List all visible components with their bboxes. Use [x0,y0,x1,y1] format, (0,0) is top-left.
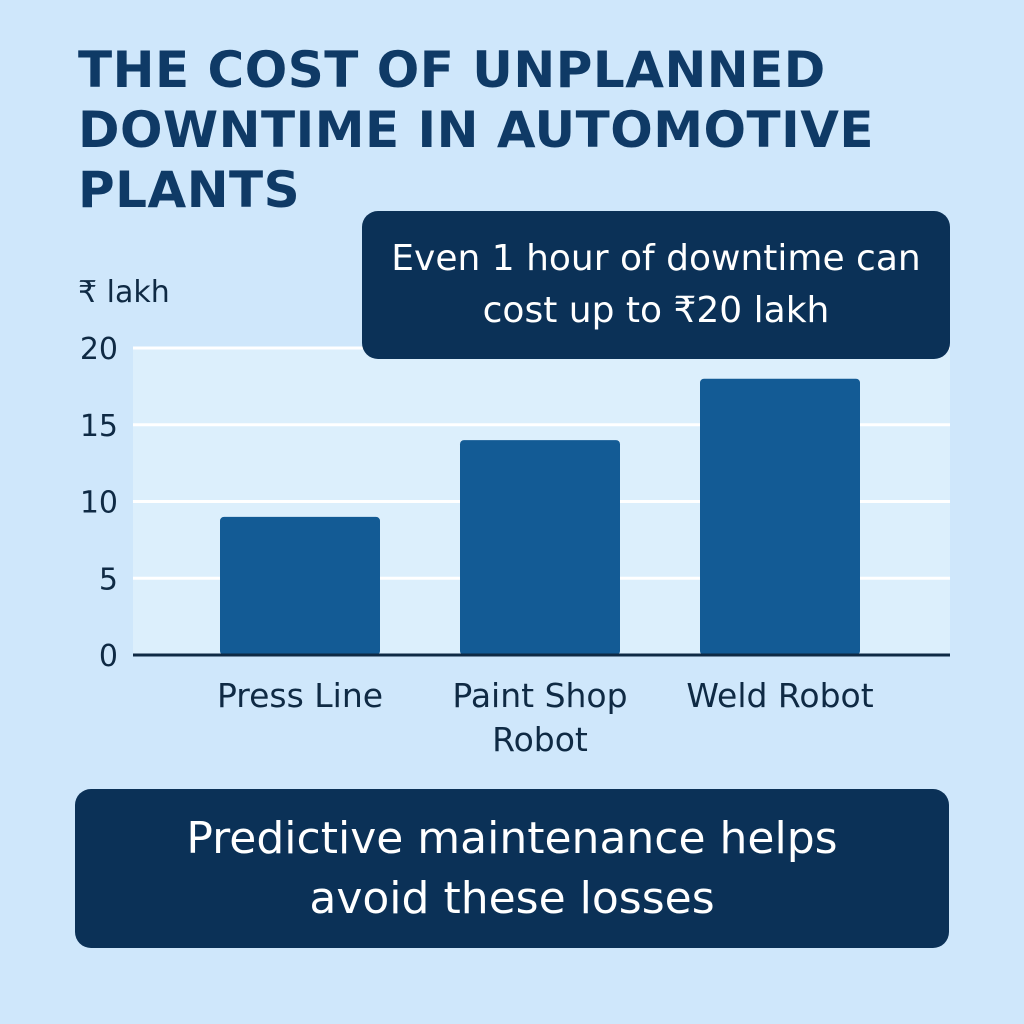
y-tick-label: 20 [80,332,118,367]
bar [460,440,620,655]
bars [220,378,860,655]
footer-text: Predictive maintenance helps avoid these… [186,812,838,924]
x-tick-label: Robot [492,720,588,759]
bar [220,516,380,655]
x-tick-label: Paint Shop [452,676,627,715]
footer-banner: Predictive maintenance helps avoid these… [75,789,949,948]
y-tick-label: 0 [99,639,118,674]
x-tick-label: Weld Robot [686,676,873,715]
x-axis-ticks: Press Line Paint Shop Robot Weld Robot [217,676,874,759]
x-tick-label: Press Line [217,676,383,715]
y-tick-label: 15 [80,409,118,444]
y-tick-label: 5 [99,562,118,597]
chart-title: THE COST OF UNPLANNED DOWNTIME IN AUTOMO… [78,41,875,219]
callout-box: Even 1 hour of downtime can cost up to ₹… [362,211,950,359]
y-axis-ticks: 0 5 10 15 20 [80,332,118,674]
y-tick-label: 10 [80,486,118,521]
y-axis-unit-label: ₹ lakh [78,275,170,310]
callout-text: Even 1 hour of downtime can cost up to ₹… [391,238,921,331]
bar [700,378,860,655]
